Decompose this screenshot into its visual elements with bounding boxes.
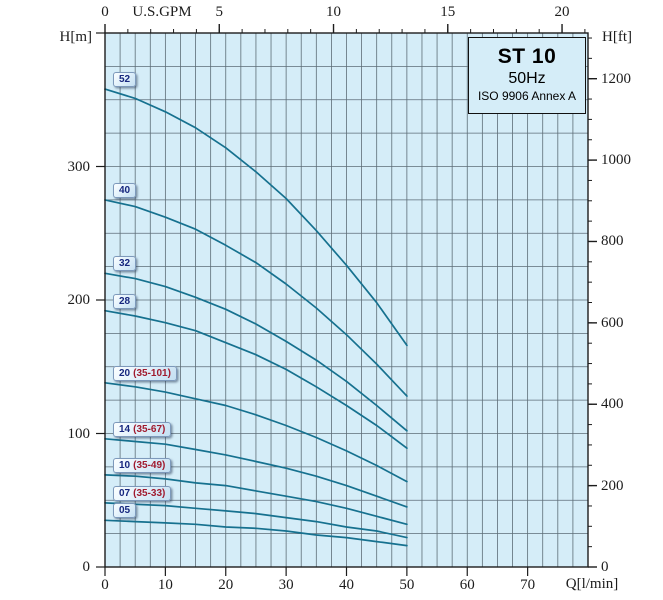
curve-label-05: 05 <box>113 503 137 519</box>
pump-curve-07 <box>104 502 408 539</box>
model-range: (35-33) <box>133 487 166 499</box>
left-axis-title: H[m] <box>59 29 93 45</box>
curve-label-20: 20 (35-101) <box>113 365 177 381</box>
pump-model: ST 10 <box>497 45 557 68</box>
x-tick-label: 20 <box>218 577 234 593</box>
stage-count: 20 <box>119 367 131 379</box>
gpm-tick-label: 15 <box>440 4 456 20</box>
pump-curve-14 <box>104 437 408 508</box>
y-left-tick-label: 100 <box>67 425 91 442</box>
curve-label-28: 28 <box>113 293 137 309</box>
stage-count: 05 <box>119 505 131 517</box>
x-tick-label: 50 <box>399 577 415 593</box>
ft-tick-label: 600 <box>601 314 624 331</box>
right-axis-title: H[ft] <box>602 29 632 45</box>
model-range: (35-49) <box>133 459 166 471</box>
x-tick-label: 0 <box>101 577 109 593</box>
stage-count: 07 <box>119 487 131 499</box>
ft-tick-label: 200 <box>601 477 624 494</box>
ft-tick-label: 0 <box>601 559 609 575</box>
pump-frequency: 50Hz <box>508 70 546 87</box>
x-tick-label: 40 <box>339 577 354 593</box>
stage-count: 28 <box>119 295 131 307</box>
stage-count: 52 <box>119 74 131 86</box>
ft-tick-label: 400 <box>601 396 624 413</box>
stage-count: 32 <box>119 258 131 270</box>
pump-curve-10 <box>104 474 408 526</box>
top-axis-title: U.S.GPM <box>132 4 192 20</box>
pump-curve-05 <box>104 519 408 547</box>
curve-label-14: 14 (35-67) <box>113 421 172 437</box>
y-left-tick-label: 300 <box>67 158 91 175</box>
pump-curve-52 <box>104 88 408 347</box>
y-left-tick-label: 0 <box>82 559 91 575</box>
x-tick-label: 60 <box>459 577 475 593</box>
curve-label-52: 52 <box>113 72 137 88</box>
x-tick-label: 30 <box>278 577 294 593</box>
stage-count: 10 <box>119 459 131 471</box>
curve-label-07: 07 (35-33) <box>113 485 172 501</box>
x-tick-label: 70 <box>520 577 536 593</box>
model-range: (35-67) <box>133 423 166 435</box>
pump-curve-40 <box>104 199 408 397</box>
test-standard: ISO 9906 Annex A <box>477 89 577 103</box>
bottom-axis-title: Q[l/min] <box>565 576 619 592</box>
stage-count: 40 <box>119 184 131 196</box>
stage-count: 14 <box>119 423 131 435</box>
gpm-tick-label: 20 <box>554 4 570 20</box>
curve-label-40: 40 <box>113 182 137 198</box>
y-left-tick-label: 200 <box>67 292 91 308</box>
curve-label-10: 10 (35-49) <box>113 457 172 473</box>
gpm-tick-label: 5 <box>215 4 224 20</box>
model-range: (35-101) <box>133 367 171 379</box>
pump-curve-20 <box>104 381 408 483</box>
gpm-tick-label: 10 <box>326 4 342 20</box>
curve-label-32: 32 <box>113 256 137 272</box>
pump-curve-32 <box>104 272 408 432</box>
pump-curve-28 <box>104 309 408 450</box>
ft-tick-label: 1200 <box>601 70 631 87</box>
chart-title-box: ST 10 50Hz ISO 9906 Annex A <box>468 37 586 114</box>
ft-tick-label: 1000 <box>601 152 631 169</box>
ft-tick-label: 800 <box>601 233 624 250</box>
x-tick-label: 10 <box>157 577 173 593</box>
gpm-tick-label: 0 <box>101 4 109 20</box>
